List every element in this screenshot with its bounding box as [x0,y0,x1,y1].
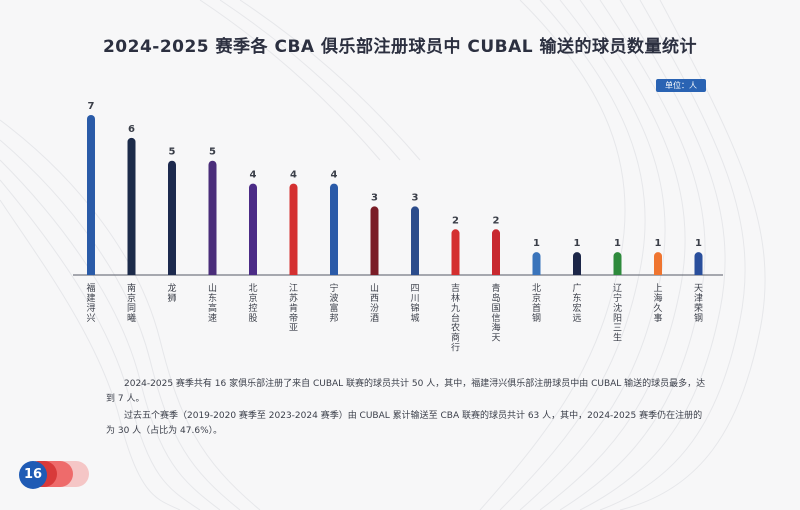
unit-badge: 单位：人 [656,79,706,92]
page-title: 2024-2025 赛季各 CBA 俱乐部注册球员中 CUBAL 输送的球员数量… [102,37,698,57]
data-label: 1 [655,238,662,249]
summary-paragraph-2: 过去五个赛季（2019-2020 赛季至 2023-2024 赛季）由 CUBA… [106,411,703,436]
category-label: 福建浔兴 [86,282,95,324]
page-number: 16 [19,461,47,489]
bar [87,115,95,275]
category-label: 辽宁沈阳三生 [613,283,622,344]
category-label: 四川锦城 [410,284,419,324]
data-label: 2 [493,215,500,226]
data-label: 4 [290,170,297,181]
bar-base [573,267,581,275]
data-label: 4 [331,170,338,181]
bar-base [532,267,541,275]
bar-base [127,267,136,275]
category-label: 天津荣钢 [694,284,703,324]
category-label: 北京首钢 [532,283,541,324]
bar-base [330,267,338,275]
bar [249,183,257,275]
category-label: 山西汾酒 [370,283,379,324]
bar-base [208,267,217,275]
bar-base [411,267,419,275]
bar [492,229,500,275]
category-label: 龙狮 [167,282,176,304]
bar-base [451,267,460,275]
bar [451,229,460,275]
data-label: 7 [88,101,95,112]
bar [330,183,338,275]
data-label: 2 [452,215,459,226]
bar-base [654,267,662,275]
category-label: 上海久事 [653,283,662,324]
data-label: 1 [533,238,540,249]
data-label: 5 [209,147,216,158]
bar [168,160,176,275]
data-label: 6 [128,124,135,135]
data-label: 3 [412,192,419,203]
category-label: 南京同曦 [127,282,136,324]
bar-base [492,267,500,275]
category-label: 宁波富邦 [329,282,338,324]
category-label: 北京控股 [248,283,257,324]
bar-chart: 7 福建浔兴 6 南京同曦 5 龙狮 5 山东高速 4 北京控股 4 江苏肯帝亚 4 宁波富邦 3 山西汾酒 3… [73,101,723,354]
bar [127,137,136,275]
bar-base [289,267,298,275]
bar-base [249,267,257,275]
data-label: 1 [695,238,702,249]
bar [208,160,217,275]
category-label: 广东宏远 [572,282,581,324]
summary-paragraph-1: 2024-2025 赛季共有 16 家俱乐部注册了来自 CUBAL 联赛的球员共… [106,379,706,404]
data-label: 1 [614,238,621,249]
data-label: 3 [371,192,378,203]
bar-base [87,267,95,275]
bar-base [613,267,622,275]
bar-base [370,267,379,275]
category-label: 吉林九台农商行 [451,283,460,353]
bar-base [694,267,703,275]
category-label: 山东高速 [208,283,217,324]
data-label: 4 [250,170,257,181]
bar [411,206,419,275]
summary-text: 2024-2025 赛季共有 16 家俱乐部注册了来自 CUBAL 联赛的球员共… [106,377,706,441]
bar [289,183,298,275]
bar-base [168,267,176,275]
data-label: 1 [574,238,581,249]
bar [370,206,379,275]
category-label: 江苏肯帝亚 [289,283,298,334]
category-label: 青岛国信海天 [491,282,500,344]
data-label: 5 [169,147,176,158]
